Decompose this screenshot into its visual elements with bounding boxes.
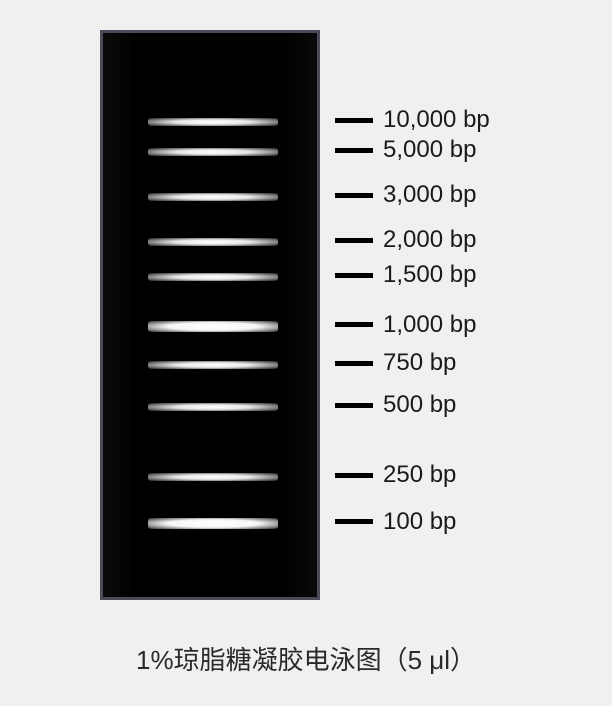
tick-mark [335,519,373,524]
gel-band [148,518,278,529]
gel-band [148,118,278,126]
gel-band [148,321,278,332]
gel-band [148,238,278,246]
band-label-row: 1,500 bp [335,261,476,289]
band-label-text: 100 bp [383,508,456,536]
tick-mark [335,193,373,198]
tick-mark [335,473,373,478]
tick-mark [335,238,373,243]
band-label-text: 3,000 bp [383,181,476,209]
band-label-row: 5,000 bp [335,136,476,164]
gel-band [148,403,278,411]
tick-mark [335,273,373,278]
band-label-text: 10,000 bp [383,106,490,134]
band-label-text: 250 bp [383,461,456,489]
tick-mark [335,148,373,153]
band-label-row: 100 bp [335,508,456,536]
band-label-row: 2,000 bp [335,226,476,254]
gel-band [148,193,278,201]
band-label-row: 3,000 bp [335,181,476,209]
band-label-text: 500 bp [383,391,456,419]
band-label-text: 750 bp [383,349,456,377]
gel-band [148,473,278,481]
band-label-row: 10,000 bp [335,106,490,134]
tick-mark [335,361,373,366]
band-label-row: 750 bp [335,349,456,377]
gel-diagram-container: 10,000 bp5,000 bp 3,000 bp 2,000 bp 1,500 b… [0,0,612,706]
tick-mark [335,118,373,123]
figure-caption: 1%琼脂糖凝胶电泳图（5 μl） [0,640,612,677]
band-label-row: 250 bp [335,461,456,489]
band-label-row: 500 bp [335,391,456,419]
gel-band [148,148,278,156]
band-label-text: 2,000 bp [383,226,476,254]
band-label-row: 1,000 bp [335,311,476,339]
band-label-text: 1,500 bp [383,261,476,289]
tick-mark [335,322,373,327]
tick-mark [335,403,373,408]
gel-band [148,361,278,369]
gel-band [148,273,278,281]
gel-frame [100,30,320,600]
band-label-text: 5,000 bp [383,136,476,164]
band-label-text: 1,000 bp [383,311,476,339]
